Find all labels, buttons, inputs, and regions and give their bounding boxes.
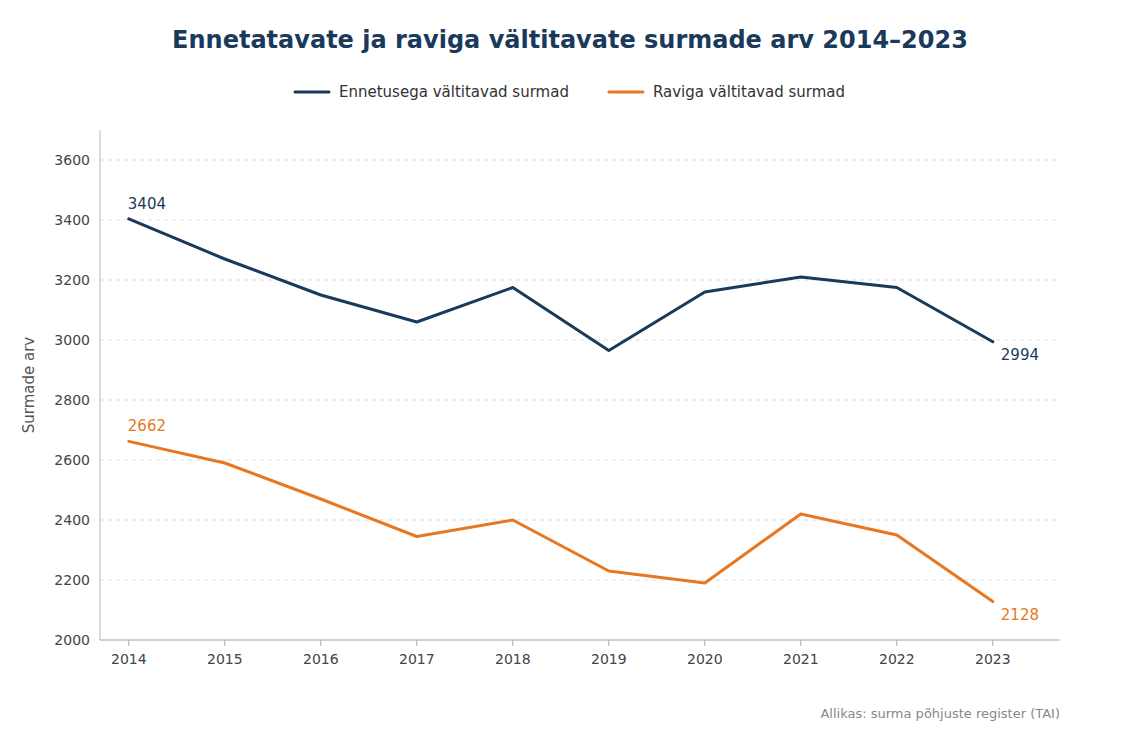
x-tick-label: 2020 (687, 651, 723, 667)
annotation: 2994 (1001, 346, 1039, 364)
y-axis-label: Surmade arv (20, 337, 38, 434)
x-tick-label: 2021 (783, 651, 819, 667)
x-tick (896, 640, 897, 646)
legend-item: Ennetusega vältitavad surmad (295, 83, 569, 101)
grid-line (100, 340, 1060, 341)
legend-swatch (295, 91, 329, 94)
x-tick (320, 640, 321, 646)
x-axis-line (100, 640, 1060, 641)
y-tick-label: 2200 (54, 572, 90, 588)
x-tick (800, 640, 801, 646)
y-tick-label: 3600 (54, 152, 90, 168)
x-tick (704, 640, 705, 646)
grid-line (100, 280, 1060, 281)
y-tick-label: 3000 (54, 332, 90, 348)
grid-line (100, 460, 1060, 461)
x-tick-label: 2017 (399, 651, 435, 667)
legend-swatch (609, 91, 643, 94)
legend-item: Raviga vältitavad surmad (609, 83, 845, 101)
x-tick (224, 640, 225, 646)
legend-label: Raviga vältitavad surmad (653, 83, 845, 101)
x-tick-label: 2015 (207, 651, 243, 667)
grid-line (100, 520, 1060, 521)
y-tick-label: 3200 (54, 272, 90, 288)
x-tick-label: 2018 (495, 651, 531, 667)
x-tick-label: 2022 (879, 651, 915, 667)
series-line (129, 219, 993, 351)
chart: Ennetatavate ja raviga vältitavate surma… (0, 0, 1140, 740)
grid-line (100, 640, 1060, 641)
y-tick-label: 2400 (54, 512, 90, 528)
x-tick-label: 2019 (591, 651, 627, 667)
x-tick (992, 640, 993, 646)
x-tick (128, 640, 129, 646)
x-tick (416, 640, 417, 646)
background (0, 0, 1140, 740)
series-line (129, 441, 993, 601)
title: Ennetatavate ja raviga vältitavate surma… (172, 26, 968, 54)
grid-line (100, 580, 1060, 581)
x-tick (608, 640, 609, 646)
x-tick-label: 2016 (303, 651, 339, 667)
source: Allikas: surma põhjuste register (TAI) (820, 706, 1060, 721)
y-tick-label: 2600 (54, 452, 90, 468)
annotation: 2128 (1001, 606, 1039, 624)
x-tick (512, 640, 513, 646)
y-axis-line (100, 130, 101, 640)
annotation: 2662 (128, 417, 166, 435)
grid-line (100, 220, 1060, 221)
y-tick-label: 3400 (54, 212, 90, 228)
x-tick-label: 2014 (111, 651, 147, 667)
legend-label: Ennetusega vältitavad surmad (339, 83, 569, 101)
annotation: 3404 (128, 195, 166, 213)
grid-line (100, 160, 1060, 161)
y-tick-label: 2000 (54, 632, 90, 648)
y-tick-label: 2800 (54, 392, 90, 408)
grid-line (100, 400, 1060, 401)
grid (100, 160, 1060, 640)
lines (129, 219, 993, 602)
x-tick-label: 2023 (975, 651, 1011, 667)
legend: Ennetusega vältitavad surmad Raviga välti… (295, 83, 845, 101)
